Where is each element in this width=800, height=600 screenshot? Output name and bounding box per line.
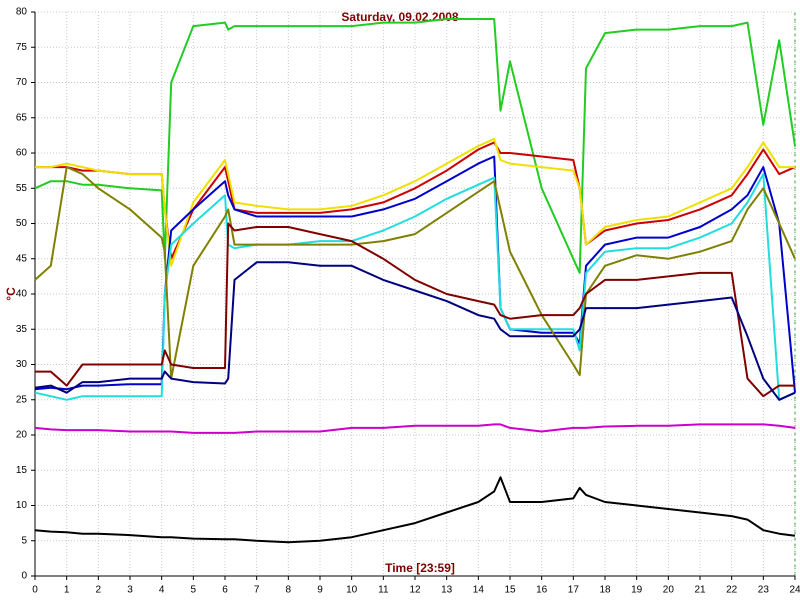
y-tick-label: 55 [16,183,28,194]
x-tick-label: 23 [758,585,770,596]
x-tick-label: 0 [32,585,38,596]
x-tick-label: 24 [789,585,800,596]
x-tick-label: 3 [127,585,133,596]
x-tick-label: 4 [159,585,165,596]
x-tick-label: 6 [222,585,228,596]
x-tick-label: 12 [409,585,421,596]
series-line [34,166,796,380]
series-line [34,18,796,274]
x-tick-label: 7 [254,585,260,596]
y-tick-label: 0 [21,571,27,582]
x-tick-label: 1 [64,585,70,596]
x-tick-label: 11 [378,585,389,596]
x-tick-label: 16 [536,585,548,596]
y-tick-label: 20 [16,430,28,441]
x-tick-label: 20 [663,585,675,596]
x-tick-label: 22 [726,585,738,596]
x-tick-label: 15 [504,585,516,596]
series-line [35,137,795,267]
y-tick-label: 60 [16,148,28,159]
y-tick-label: 10 [16,500,28,511]
y-tick-label: 50 [16,218,28,229]
y-axis-label: °C [4,287,18,301]
series-line [34,423,796,434]
x-tick-label: 8 [286,585,292,596]
x-axis-label: Time [23:59] [385,561,455,575]
y-tick-label: 25 [16,394,28,405]
y-tick-label: 75 [16,42,28,53]
y-tick-label: 65 [16,112,28,123]
x-tick-label: 18 [599,585,611,596]
y-tick-label: 30 [16,359,28,370]
x-tick-label: 17 [568,585,580,596]
y-tick-label: 80 [16,7,28,18]
series-line [34,173,796,401]
y-tick-label: 70 [16,77,28,88]
x-tick-label: 10 [346,585,358,596]
y-tick-label: 40 [16,289,28,300]
y-tick-label: 45 [16,253,28,264]
x-tick-label: 21 [694,585,706,596]
y-tick-label: 5 [21,535,27,546]
series-line [34,261,796,401]
y-tick-label: 15 [16,465,28,476]
x-tick-label: 5 [191,585,197,596]
series-line [34,476,796,544]
x-tick-label: 19 [631,585,643,596]
x-tick-label: 9 [317,585,323,596]
series-line [35,222,795,398]
x-tick-label: 13 [441,585,453,596]
y-tick-label: 35 [16,324,28,335]
x-tick-label: 2 [96,585,102,596]
x-tick-label: 14 [473,585,485,596]
